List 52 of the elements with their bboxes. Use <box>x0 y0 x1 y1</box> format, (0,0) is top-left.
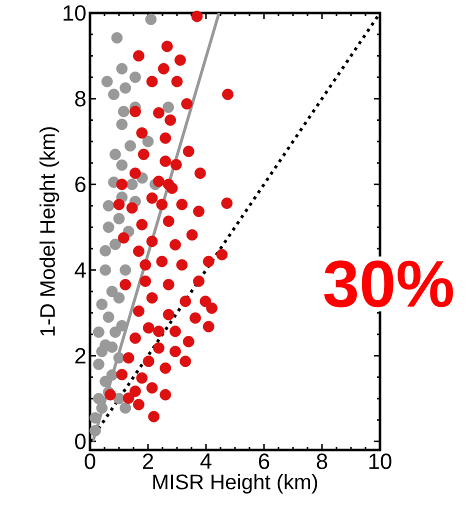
y-tick-label: 8 <box>75 90 86 106</box>
y-tick-label: 6 <box>75 176 86 192</box>
x-tick-label: 2 <box>142 454 154 469</box>
point <box>96 346 108 358</box>
point <box>110 148 121 160</box>
point <box>113 292 125 304</box>
point <box>124 140 136 152</box>
point <box>92 392 104 404</box>
point <box>108 88 120 100</box>
point <box>162 102 174 113</box>
annotation: 30% <box>324 260 453 308</box>
point <box>118 106 130 118</box>
point <box>96 298 108 310</box>
point <box>102 311 114 323</box>
point <box>113 352 125 364</box>
point <box>130 72 141 83</box>
point <box>100 245 112 256</box>
point <box>92 358 104 370</box>
point <box>142 136 154 148</box>
y-tick-label: 0 <box>75 434 86 450</box>
point <box>111 32 123 44</box>
point <box>90 412 101 424</box>
point <box>102 200 114 212</box>
point <box>116 159 128 171</box>
y-tick-label: 4 <box>74 262 86 278</box>
x-axis-title: MISR Height (km) <box>153 474 318 494</box>
y-tick-label: 10 <box>64 5 86 21</box>
point <box>145 14 157 26</box>
y-tick-label: 2 <box>75 348 86 364</box>
x-tick-label: 8 <box>316 454 328 470</box>
x-tick-label: 4 <box>200 454 212 469</box>
point <box>120 82 132 94</box>
point <box>120 264 132 276</box>
point <box>116 63 128 74</box>
point <box>106 341 118 353</box>
y-axis-title: 1-D Model Height (km) <box>40 127 60 336</box>
point <box>106 286 118 298</box>
point <box>106 369 118 381</box>
point <box>126 178 138 190</box>
point <box>96 402 108 414</box>
point <box>101 76 113 88</box>
point <box>92 326 104 338</box>
x-tick-label: 10 <box>369 454 392 470</box>
point <box>116 118 128 130</box>
point <box>120 402 132 414</box>
point <box>90 425 101 436</box>
point <box>102 222 114 233</box>
point <box>110 238 121 250</box>
point <box>113 212 125 224</box>
x-tick-label: 6 <box>258 454 270 470</box>
point <box>116 320 128 332</box>
point <box>100 264 112 276</box>
